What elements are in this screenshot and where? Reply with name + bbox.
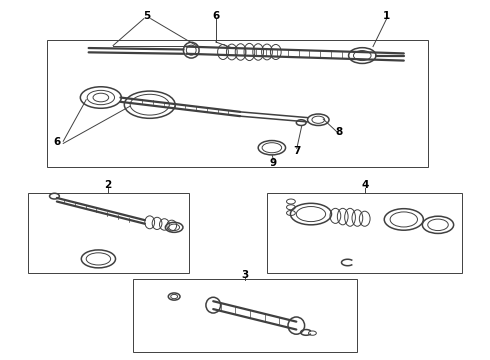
Text: 2: 2: [104, 180, 112, 190]
Text: 5: 5: [144, 11, 151, 21]
Bar: [267, 193, 463, 273]
Text: 9: 9: [270, 158, 277, 168]
Text: 8: 8: [336, 127, 343, 137]
Text: 6: 6: [212, 11, 220, 21]
Bar: [133, 279, 357, 352]
Bar: [27, 193, 189, 273]
Text: 4: 4: [361, 180, 368, 190]
Text: 6: 6: [53, 138, 60, 147]
Text: 7: 7: [293, 146, 300, 156]
Text: 1: 1: [383, 11, 391, 21]
Text: 3: 3: [242, 270, 248, 280]
